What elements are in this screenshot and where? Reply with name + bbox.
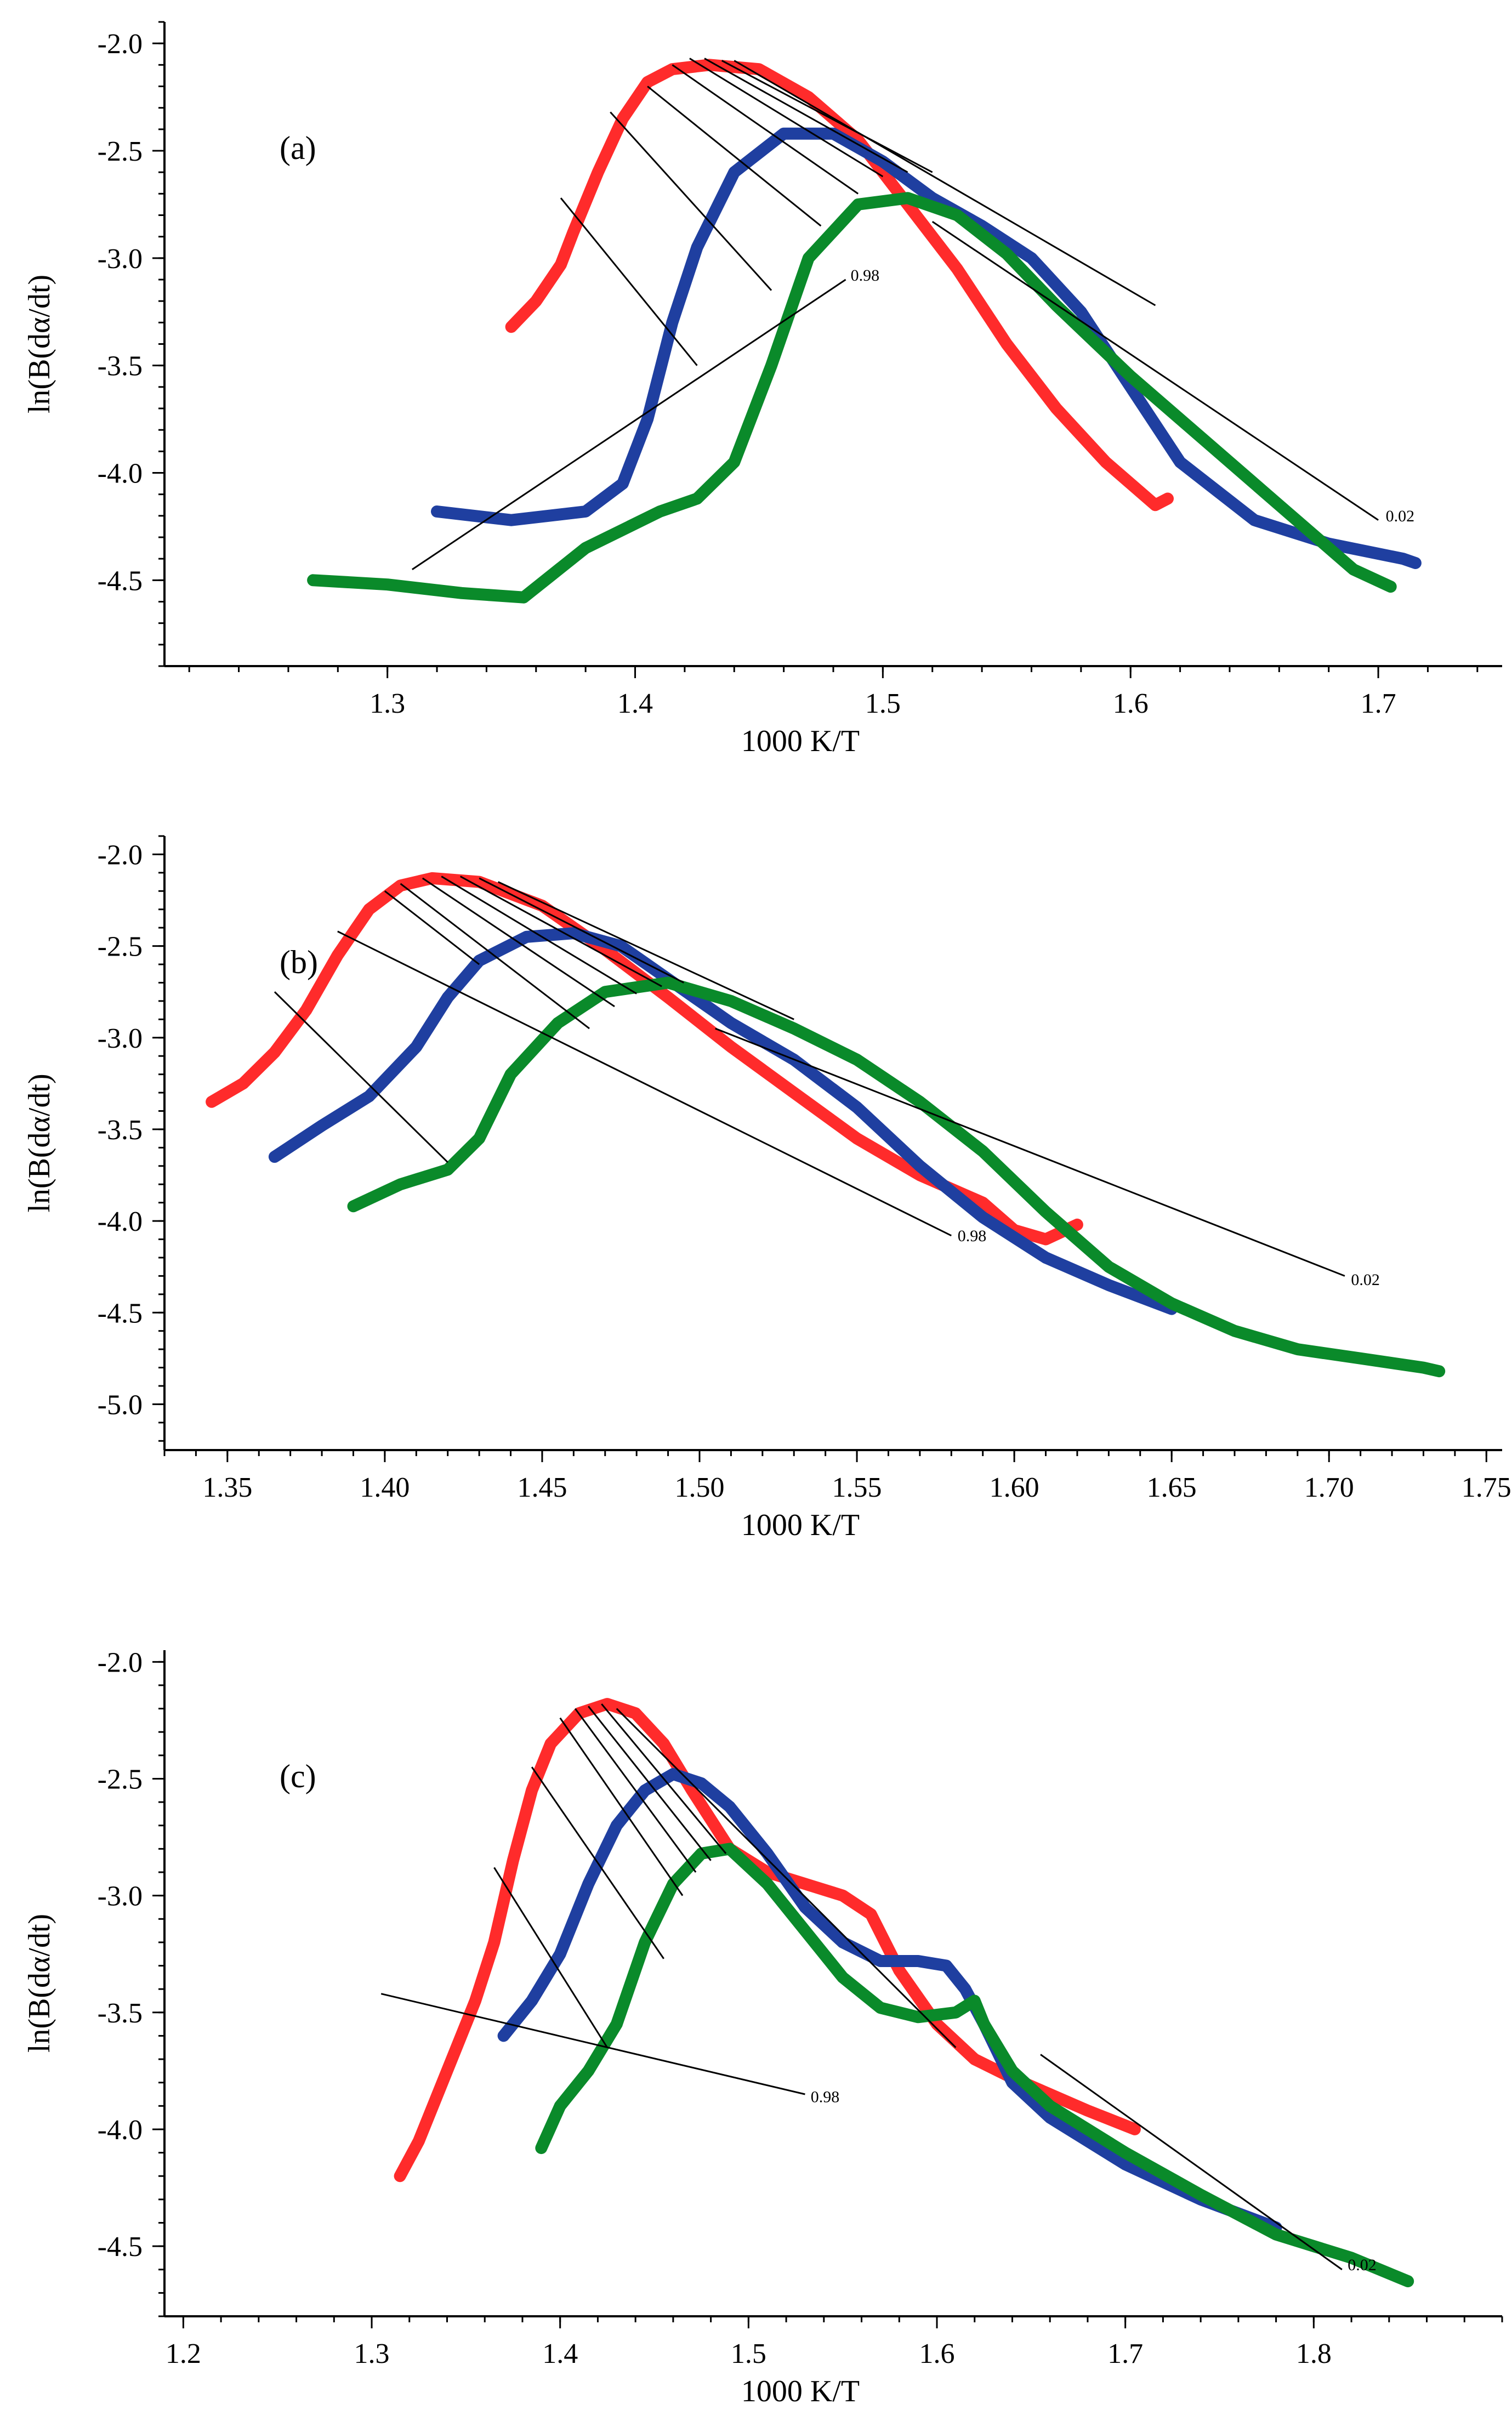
isoconversion-line — [412, 279, 846, 570]
isoconversion-line — [493, 1867, 608, 2048]
isoconversion-line — [531, 1766, 664, 1959]
chart-panel-a: 1.3 1.4 1.5 1.6 1.7 -2.0 -2.5 -3.0 -3.5 -4.0 -4.5 1… — [22, 21, 1502, 758]
series-red — [505, 59, 1174, 512]
y-tick-label: -2.0 — [98, 1647, 143, 1678]
x-axis-title: 1000 K/T — [741, 2374, 860, 2408]
isoconversion-line — [715, 1027, 1345, 1277]
series-green — [307, 192, 1397, 604]
y-tick-label: -4.5 — [98, 565, 143, 596]
isoconversion-label: 0.02 — [1386, 507, 1415, 525]
y-tick-label: -4.0 — [98, 458, 143, 490]
isoconversion-line — [380, 1993, 805, 2095]
x-tick-label: 1.40 — [360, 1472, 410, 1503]
isoconversion-line — [704, 58, 908, 173]
x-tick-label: 1.35 — [202, 1472, 252, 1503]
chart-panel-b: 1.35 1.40 1.45 1.50 1.55 1.60 1.65 1.70 1.75 -2.0… — [22, 835, 1511, 1542]
isoconversion-line — [588, 1706, 712, 1861]
x-tick-label: 1.6 — [919, 2338, 955, 2369]
isoconversion-line — [422, 877, 615, 1008]
x-tick-label: 1.5 — [731, 2338, 766, 2369]
isoconversion-line — [274, 991, 448, 1163]
chart-panel-c: 1.2 1.3 1.4 1.5 1.6 1.7 1.8 -2.0 -2.5 -3.0 -3.5 -4.… — [22, 1647, 1503, 2408]
y-tick-label: -3.0 — [98, 243, 143, 275]
y-tick-label: -3.0 — [98, 1023, 143, 1054]
y-tick-label: -4.0 — [98, 1206, 143, 1237]
y-tick-label: -3.5 — [98, 351, 143, 382]
isoconversion-line — [1040, 2054, 1343, 2270]
isoconversion-label: 0.98 — [958, 1227, 987, 1245]
panel-label-b: (b) — [280, 944, 318, 980]
panel-label-c: (c) — [280, 1758, 316, 1794]
isoconversion-label: 0.02 — [1348, 2256, 1377, 2274]
isoconversion-label: 0.98 — [811, 2088, 840, 2106]
isoconversion-label: 0.02 — [1351, 1271, 1380, 1289]
y-tick-label: -4.5 — [98, 1298, 143, 1329]
x-tick-label: 1.75 — [1462, 1472, 1511, 1503]
x-tick-label: 1.6 — [1113, 688, 1149, 719]
isoconversion-label: 0.98 — [851, 266, 880, 285]
y-tick-label: -2.5 — [98, 1764, 143, 1795]
isoconversion-line — [574, 1708, 697, 1873]
isoconversion-line — [560, 197, 698, 366]
isoconversion-line — [734, 60, 1156, 306]
y-tick-label: -4.0 — [98, 2115, 143, 2146]
y-tick-label: -2.0 — [98, 839, 143, 871]
isoconversion-line — [559, 1717, 684, 1896]
x-axis-title: 1000 K/T — [741, 1508, 860, 1542]
x-tick-label: 1.60 — [990, 1472, 1039, 1503]
isoconversion-line — [672, 64, 859, 195]
series-blue — [497, 1768, 1282, 2234]
series-blue — [268, 927, 1178, 1315]
y-axis-title: ln(B(dα/dt) — [22, 275, 56, 413]
y-tick-label: -2.5 — [98, 136, 143, 167]
isoconversion-line — [601, 1703, 727, 1854]
isoconversion-line — [647, 86, 822, 227]
isoconversion-line — [337, 930, 952, 1237]
x-axis-title: 1000 K/T — [741, 724, 860, 758]
x-tick-label: 1.3 — [370, 688, 405, 719]
x-tick-label: 1.70 — [1304, 1472, 1354, 1503]
isoconversion-line — [721, 60, 933, 173]
y-axis-title: ln(B(dα/dt) — [22, 1914, 56, 2053]
x-tick-label: 1.5 — [865, 688, 901, 719]
isoconversion-line — [441, 876, 637, 994]
x-tick-label: 1.3 — [354, 2338, 390, 2369]
y-tick-label: -2.0 — [98, 29, 143, 60]
series-green — [347, 976, 1446, 1378]
y-axis-title: ln(B(dα/dt) — [22, 1073, 56, 1212]
isoconversion-line — [497, 881, 794, 1020]
x-tick-label: 1.55 — [832, 1472, 882, 1503]
y-tick-label: -3.5 — [98, 1998, 143, 2029]
isoconversion-line — [689, 58, 884, 178]
x-tick-label: 1.45 — [517, 1472, 567, 1503]
x-tick-label: 1.7 — [1107, 2338, 1143, 2369]
y-tick-label: -2.5 — [98, 931, 143, 963]
y-tick-label: -3.5 — [98, 1115, 143, 1146]
x-tick-label: 1.2 — [166, 2338, 201, 2369]
isoconversion-line — [931, 221, 1379, 521]
isoconversion-line — [384, 890, 480, 965]
x-tick-label: 1.4 — [617, 688, 653, 719]
isoconversion-line — [610, 111, 772, 291]
x-tick-label: 1.8 — [1296, 2338, 1332, 2369]
series-green — [535, 1843, 1414, 2288]
y-tick-label: -3.0 — [98, 1881, 143, 1912]
x-tick-label: 1.50 — [675, 1472, 725, 1503]
y-tick-label: -5.0 — [98, 1389, 143, 1420]
series-red — [394, 1698, 1141, 2183]
y-tick-label: -4.5 — [98, 2231, 143, 2263]
isoconversion-line — [459, 876, 662, 987]
isoconversion-line — [616, 1708, 957, 2048]
isoconversion-line — [400, 883, 590, 1030]
x-tick-label: 1.7 — [1361, 688, 1396, 719]
series-blue — [431, 127, 1422, 569]
panel-label-a: (a) — [280, 130, 316, 166]
x-tick-label: 1.65 — [1147, 1472, 1197, 1503]
isoconversion-line — [479, 877, 684, 984]
x-tick-label: 1.4 — [542, 2338, 578, 2369]
